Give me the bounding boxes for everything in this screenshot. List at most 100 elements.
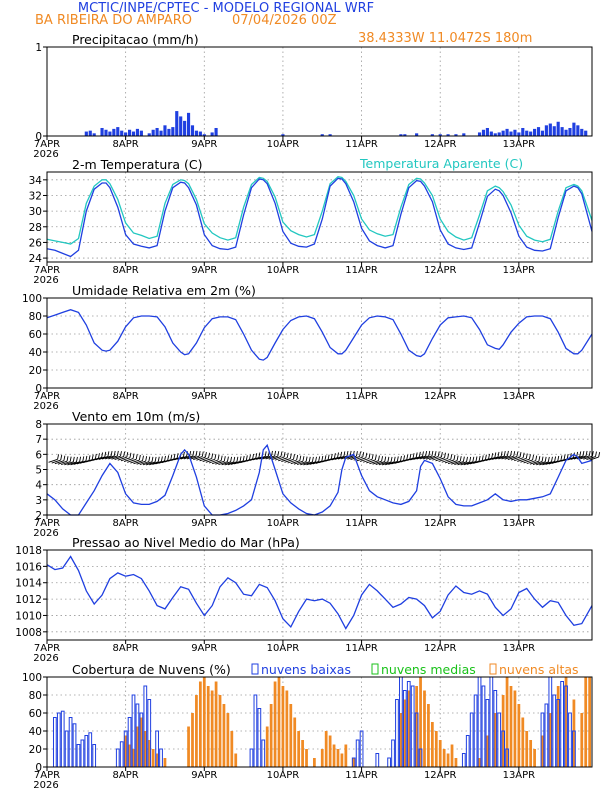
clouds-xtick-label: 11APR — [345, 770, 378, 781]
wind-panel: 2 3 4 5 6 7 8 7APR 8APR 9APR 10APR 11APR 12APR 13APR 2… — [33, 409, 601, 539]
wind-barb — [539, 461, 549, 466]
wind-barb — [545, 461, 555, 465]
precip-bar — [529, 131, 533, 136]
wind-barb — [193, 456, 203, 461]
clouds-bar — [336, 749, 340, 767]
rh-ytick-label: 80 — [29, 311, 42, 323]
clouds-bar — [477, 676, 482, 768]
wind-barb — [567, 456, 577, 461]
clouds-bar — [588, 677, 592, 767]
wind-barb-feather — [384, 456, 387, 462]
clouds-bar — [297, 731, 301, 767]
precip-bar — [552, 126, 556, 136]
wind-barb-feather — [79, 456, 82, 462]
wind-xtick-label: 13APR — [503, 518, 536, 529]
wind-barb — [95, 456, 105, 461]
wind-barb-feather — [591, 451, 594, 457]
clouds-ytick-label: 0 — [35, 762, 42, 774]
wind-barb-feather — [595, 451, 597, 457]
wind-barb — [117, 456, 127, 461]
clouds-bar — [399, 713, 403, 767]
precip-bar — [540, 130, 545, 136]
wind-barb-feather — [453, 454, 456, 461]
wind-barb — [278, 457, 288, 462]
location-label: BA RIBEIRA DO AMPARO — [35, 13, 192, 28]
wind-barb — [381, 461, 392, 466]
clouds-year-label: 2026 — [33, 780, 58, 791]
clouds-bar — [525, 731, 529, 767]
wind-barb-feather — [88, 455, 91, 461]
clouds-bar — [210, 690, 214, 767]
wind-barb-feather — [469, 456, 472, 463]
wind-barb-feather — [220, 455, 223, 461]
wind-barb-feather — [472, 456, 475, 462]
wind-barb — [108, 455, 118, 460]
wind-barb-feather — [245, 455, 248, 461]
precip-bar — [214, 127, 218, 136]
clouds-bar — [119, 741, 124, 768]
clouds-bar — [320, 749, 324, 767]
clouds-bar — [60, 710, 65, 768]
clouds-bar — [434, 731, 438, 767]
wind-barb — [517, 458, 527, 462]
rh-ytick-label: 40 — [29, 347, 42, 359]
wind-barb-feather — [359, 451, 362, 457]
precip-bar — [100, 127, 104, 136]
precip-bar — [112, 128, 116, 136]
wind-barb-feather — [362, 452, 365, 458]
clouds-bar — [461, 753, 466, 768]
wind-barb-feather — [311, 456, 314, 463]
pressure-xtick-label: 13APR — [503, 643, 536, 654]
wind-barb — [419, 455, 429, 460]
pressure-ytick-label: 1018 — [15, 545, 42, 557]
wind-barb — [284, 458, 294, 463]
clouds-bar — [423, 690, 426, 767]
temp-ytick-label: 30 — [29, 206, 42, 218]
temp-line — [46, 175, 593, 245]
wind-barb — [130, 459, 140, 464]
wind-barb-feather — [57, 454, 60, 460]
wind-barb — [152, 461, 162, 465]
wind-barb-feather — [110, 450, 113, 457]
wind-barb — [451, 460, 461, 465]
wind-barb-feather — [223, 456, 226, 462]
clouds-bar — [214, 681, 218, 767]
wind-barb-feather — [330, 453, 333, 460]
clouds-legend-swatch — [371, 663, 379, 675]
wind-xtick-label: 7APR — [34, 518, 60, 529]
wind-barb-feather — [151, 456, 154, 462]
wind-barb-feather — [588, 450, 591, 457]
wind-barb — [252, 456, 263, 461]
wind-xtick-label: 8APR — [113, 518, 139, 529]
precip-bar — [501, 130, 505, 136]
wind-barb-feather — [308, 456, 311, 462]
clouds-bar — [84, 735, 89, 768]
wind-barb — [501, 455, 511, 460]
wind-barb — [570, 455, 580, 460]
wind-ytick-label: 8 — [35, 419, 42, 431]
wind-barb-feather — [160, 456, 163, 462]
clouds-bar — [352, 758, 356, 767]
wind-barb-feather — [337, 452, 339, 458]
wind-barb-feather — [324, 455, 327, 461]
clouds-bar — [572, 699, 576, 767]
wind-barb-feather — [154, 456, 157, 462]
wind-barb-feather — [434, 451, 437, 457]
clouds-xtick-label: 9APR — [191, 770, 217, 781]
clouds-bar — [147, 740, 151, 767]
clouds-bar — [72, 723, 77, 768]
wind-barb — [378, 461, 389, 466]
precip-bar — [584, 130, 588, 136]
wind-barb-feather — [381, 456, 384, 462]
wind-barb — [149, 461, 159, 466]
wind-barb — [425, 455, 436, 460]
wind-barb-feather — [66, 456, 69, 462]
wind-barb — [224, 461, 234, 466]
clouds-bar — [481, 685, 486, 768]
wind-barb-feather — [98, 453, 100, 459]
clouds-bar — [289, 704, 293, 767]
wind-barb-feather — [264, 451, 267, 457]
wind-barb — [526, 460, 536, 465]
wind-barb-feather — [230, 456, 233, 462]
wind-barb — [205, 458, 216, 463]
